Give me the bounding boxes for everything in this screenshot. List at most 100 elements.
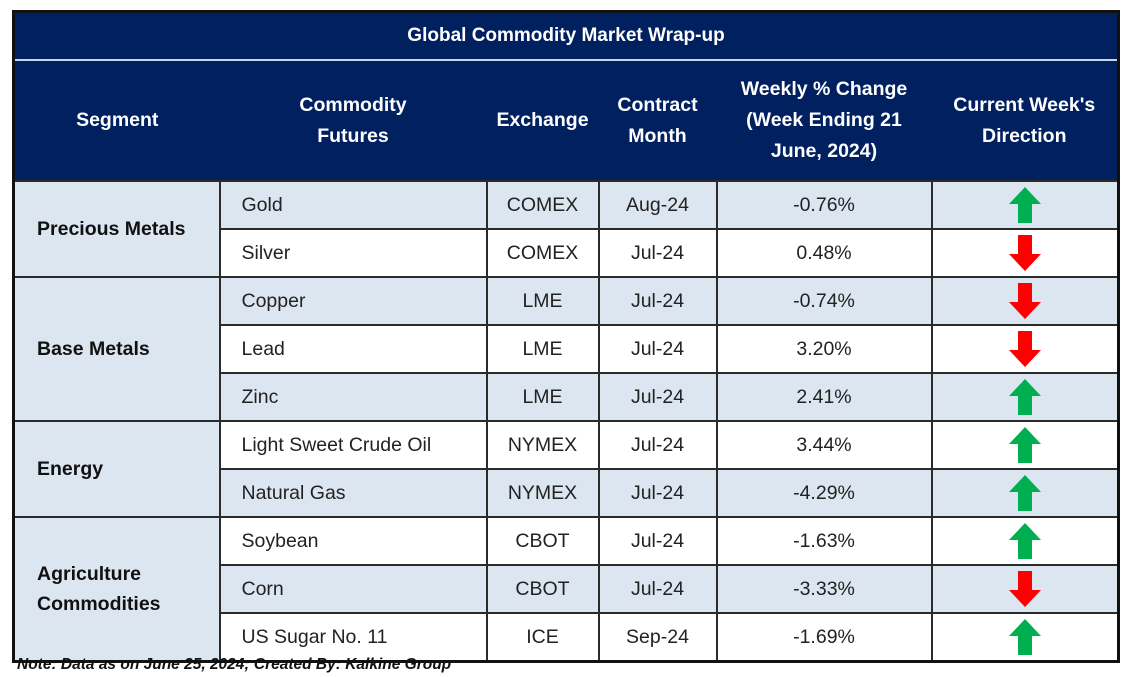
weekly-change-cell: -0.74% (715, 276, 933, 326)
contract-month-cell: Jul-24 (597, 468, 718, 518)
exchange-cell: NYMEX (485, 420, 600, 470)
arrow-down-icon (1008, 282, 1042, 320)
segment-cell: Precious Metals (12, 180, 221, 278)
commodity-cell: Soybean (218, 516, 488, 566)
contract-month-cell: Jul-24 (597, 420, 718, 470)
weekly-change-cell: -4.29% (715, 468, 933, 518)
table-row: Zinc LME Jul-24 2.41% (14, 372, 1120, 422)
segment-label: Energy (37, 458, 104, 480)
direction-cell (930, 276, 1120, 326)
header-direction-line2: Direction (981, 124, 1067, 147)
direction-cell (930, 180, 1120, 230)
contract-month-cell: Jul-24 (597, 564, 718, 614)
header-exchange: Exchange (486, 60, 599, 181)
header-contract-line1: Contract (617, 93, 698, 116)
arrow-up-icon (1008, 618, 1042, 656)
commodity-cell: Corn (218, 564, 488, 614)
header-commodity-line1: Commodity (299, 93, 407, 116)
commodity-table: Global Commodity Market Wrap-up Segment … (12, 10, 1120, 663)
commodity-cell: Light Sweet Crude Oil (218, 420, 488, 470)
header-contract: Contract Month (598, 60, 717, 181)
exchange-cell: CBOT (485, 564, 600, 614)
contract-month-cell: Aug-24 (597, 180, 718, 230)
table-body: Precious Metals Gold COMEX Aug-24 -0.76% Silv… (12, 180, 1120, 663)
arrow-down-icon (1008, 570, 1042, 608)
contract-month-cell: Jul-24 (597, 228, 718, 278)
weekly-change-cell: -3.33% (715, 564, 933, 614)
exchange-cell: COMEX (485, 180, 600, 230)
segment-cell: Agriculture Commodities (12, 516, 221, 663)
header-weekly-line3: June, 2024) (770, 140, 878, 162)
arrow-up-icon (1008, 378, 1042, 416)
commodity-cell: Natural Gas (218, 468, 488, 518)
exchange-cell: ICE (485, 612, 600, 663)
direction-cell (930, 612, 1120, 663)
table-row: Energy Light Sweet Crude Oil NYMEX Jul-24 3.… (12, 420, 1120, 518)
header-row: Segment Commodity Futures Exchange Contra… (13, 60, 1119, 181)
commodity-cell: Silver (218, 228, 488, 278)
table-row: Agriculture Commodities Soybean CBOT Jul-24-… (12, 516, 1120, 663)
arrow-down-icon (1008, 234, 1042, 272)
commodity-cell: US Sugar No. 11 (218, 612, 488, 663)
direction-cell (930, 420, 1120, 470)
segment-label: Agriculture (37, 563, 142, 585)
commodity-cell: Copper (218, 276, 488, 326)
weekly-change-cell: -1.63% (715, 516, 933, 566)
table-title: Global Commodity Market Wrap-up (13, 11, 1119, 61)
weekly-change-cell: -0.76% (715, 180, 933, 230)
weekly-change-cell: 3.20% (715, 324, 933, 374)
commodity-cell: Gold (218, 180, 488, 230)
weekly-change-cell: 2.41% (715, 372, 933, 422)
header-weekly-line2: (Week Ending 21 (746, 109, 902, 131)
table-row: Precious Metals Gold COMEX Aug-24 -0.76% (12, 180, 1120, 278)
footnote: Note: Data as on June 25, 2024; Created … (17, 656, 452, 673)
contract-month-cell: Sep-24 (597, 612, 718, 663)
commodity-cell: Zinc (218, 372, 488, 422)
segment-cell: Energy (12, 420, 221, 518)
contract-month-cell: Jul-24 (597, 516, 718, 566)
arrow-up-icon (1008, 186, 1042, 224)
direction-cell (930, 372, 1120, 422)
exchange-cell: CBOT (485, 516, 600, 566)
weekly-change-cell: -1.69% (715, 612, 933, 663)
arrow-up-icon (1008, 474, 1042, 512)
exchange-cell: LME (485, 324, 600, 374)
contract-month-cell: Jul-24 (597, 372, 718, 422)
direction-cell (930, 564, 1120, 614)
direction-cell (930, 516, 1120, 566)
header-exchange-text: Exchange (496, 109, 589, 131)
header-weekly-change: Weekly % Change (Week Ending 21 June, 2024… (716, 60, 932, 181)
header-contract-line2: Month (628, 124, 687, 147)
segment-label: Precious Metals (37, 218, 186, 240)
commodity-table-wrapper: Global Commodity Market Wrap-up Segment … (12, 10, 1120, 663)
header-weekly-line1: Weekly % Change (740, 78, 908, 100)
header-direction: Current Week's Direction (931, 60, 1119, 181)
segment-label: Base Metals (37, 338, 150, 360)
title-row: Global Commodity Market Wrap-up (13, 11, 1119, 61)
arrow-up-icon (1008, 522, 1042, 560)
direction-cell (930, 228, 1120, 278)
header-commodity: Commodity Futures (219, 60, 487, 181)
table-row: Natural Gas NYMEX Jul-24 -4.29% (14, 468, 1120, 518)
table-row: Silver COMEX Jul-24 0.48% (14, 228, 1120, 278)
exchange-cell: NYMEX (485, 468, 600, 518)
exchange-cell: COMEX (485, 228, 600, 278)
table-row: US Sugar No. 11 ICE Sep-24 -1.69% (14, 612, 1120, 663)
contract-month-cell: Jul-24 (597, 324, 718, 374)
direction-cell (930, 324, 1120, 374)
table-row: Base Metals Copper LME Jul-24 -0.74% (12, 276, 1120, 422)
direction-cell (930, 468, 1120, 518)
exchange-cell: LME (485, 276, 600, 326)
arrow-down-icon (1008, 330, 1042, 368)
segment-cell: Base Metals (12, 276, 221, 422)
exchange-cell: LME (485, 372, 600, 422)
table-row: Lead LME Jul-24 3.20% (14, 324, 1120, 374)
table-row: Corn CBOT Jul-24 -3.33% (14, 564, 1120, 614)
commodity-cell: Lead (218, 324, 488, 374)
header-segment: Segment (13, 60, 220, 181)
weekly-change-cell: 3.44% (715, 420, 933, 470)
header-segment-text: Segment (76, 109, 159, 131)
header-direction-line1: Current Week's (953, 93, 1096, 116)
arrow-up-icon (1008, 426, 1042, 464)
header-commodity-line2: Futures (317, 124, 389, 147)
